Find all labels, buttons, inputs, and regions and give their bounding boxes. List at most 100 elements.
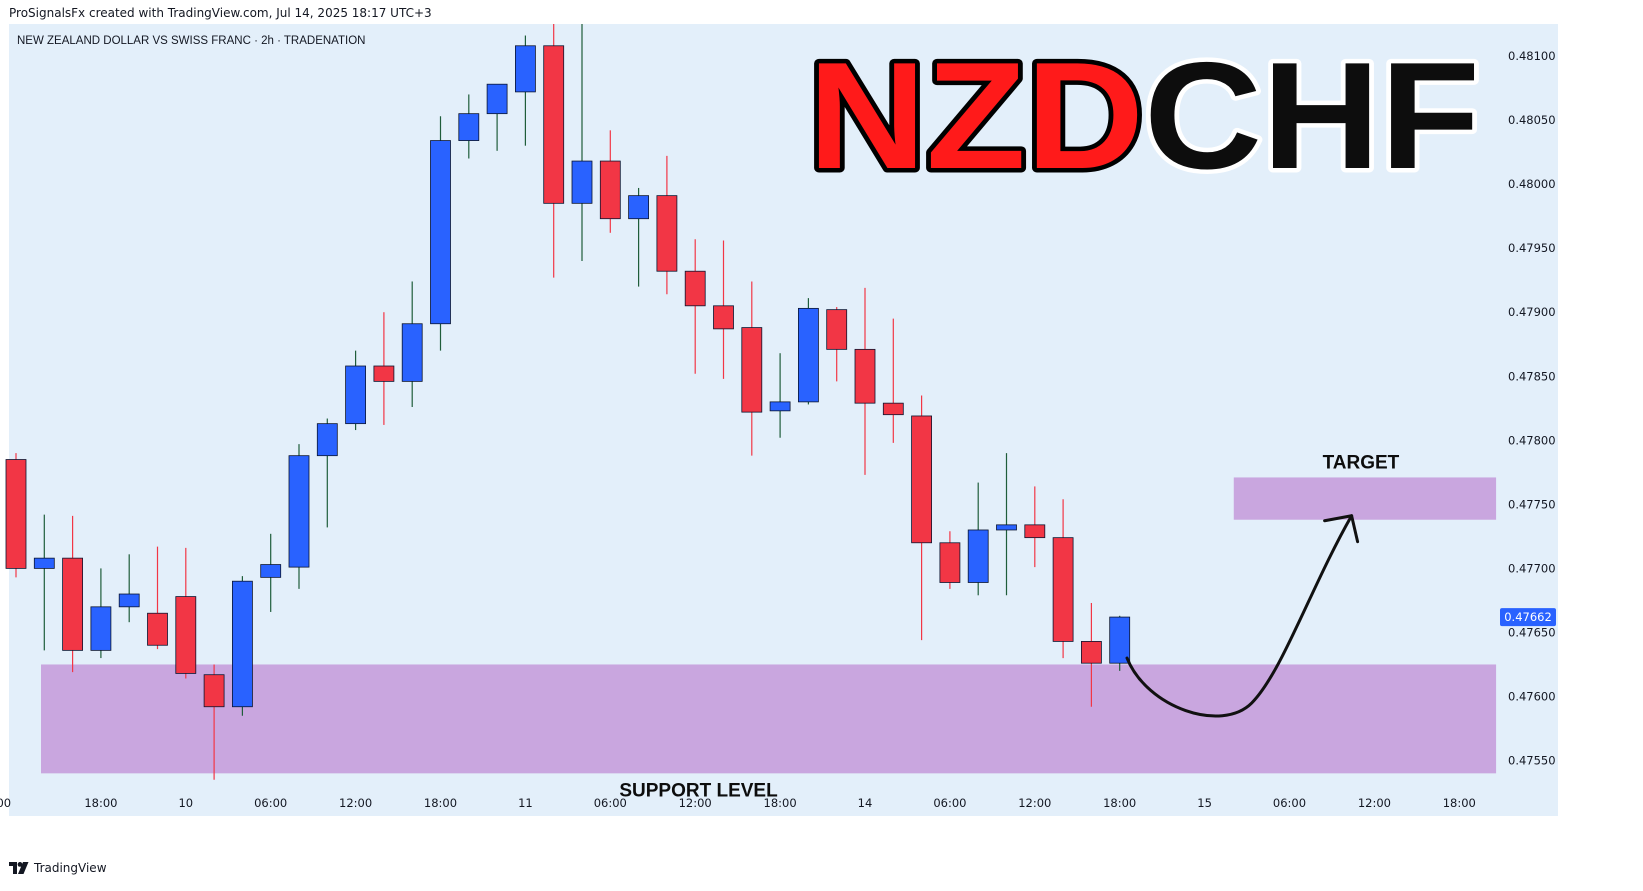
x-tick-label: 18:00 bbox=[424, 796, 457, 810]
candle-body bbox=[90, 606, 112, 651]
x-tick-label: 12:00 bbox=[1358, 796, 1391, 810]
chart-credit: ProSignalsFx created with TradingView.co… bbox=[9, 6, 432, 20]
candle-body bbox=[118, 593, 140, 608]
symbol-title: NEW ZEALAND DOLLAR VS SWISS FRANC · 2h ·… bbox=[17, 35, 365, 47]
candle bbox=[826, 307, 848, 382]
x-tick-label: 10 bbox=[178, 796, 193, 810]
x-tick-label: 12:00 bbox=[679, 796, 712, 810]
candle-body bbox=[515, 45, 536, 93]
x-tick-label: 12:00 bbox=[339, 796, 372, 810]
candle bbox=[231, 576, 253, 716]
candle-body bbox=[656, 195, 678, 272]
pair-title: NZD CHF bbox=[808, 31, 1480, 201]
x-tick-label: :00 bbox=[0, 796, 11, 810]
candle-body bbox=[1109, 616, 1131, 664]
candle-body bbox=[430, 140, 451, 325]
x-tick-label: 06:00 bbox=[933, 796, 966, 810]
candle bbox=[203, 664, 225, 780]
candle bbox=[373, 312, 395, 425]
pair-title-base: NZD bbox=[808, 31, 1144, 201]
candle bbox=[713, 240, 734, 379]
arrow-head-icon bbox=[1323, 514, 1360, 544]
y-tick-label: 0.47800 bbox=[1508, 433, 1556, 447]
y-tick-label: 0.48000 bbox=[1508, 177, 1556, 191]
pair-title-quote: CHF bbox=[1144, 31, 1480, 201]
candle-body bbox=[571, 160, 593, 204]
candle-body bbox=[203, 674, 225, 708]
last-price-label: 0.47662 bbox=[1504, 610, 1552, 624]
x-tick-label: 12:00 bbox=[1018, 796, 1051, 810]
candle-body bbox=[599, 160, 621, 220]
x-tick-label: 15 bbox=[1197, 796, 1212, 810]
candle bbox=[147, 546, 168, 650]
candle-body bbox=[967, 529, 989, 583]
candle bbox=[175, 547, 197, 679]
y-tick-label: 0.47750 bbox=[1508, 497, 1556, 511]
x-tick-label: 11 bbox=[518, 796, 533, 810]
candle bbox=[798, 298, 819, 405]
candle bbox=[90, 568, 112, 659]
candle bbox=[260, 533, 282, 612]
y-tick-label: 0.47950 bbox=[1508, 241, 1556, 255]
candle bbox=[62, 515, 83, 673]
candle bbox=[571, 24, 593, 261]
candle bbox=[1081, 602, 1102, 707]
y-tick-label: 0.47550 bbox=[1508, 754, 1556, 768]
candle-body bbox=[33, 557, 55, 569]
candle bbox=[939, 531, 961, 589]
candle-body bbox=[543, 45, 565, 204]
last-price-box bbox=[1500, 608, 1556, 627]
candle bbox=[996, 453, 1017, 596]
y-tick-label: 0.47700 bbox=[1508, 561, 1556, 575]
y-tick-label: 0.48100 bbox=[1508, 49, 1556, 63]
price-axis[interactable] bbox=[1495, 24, 1558, 816]
footer-brand: TradingView bbox=[34, 861, 107, 875]
candle bbox=[288, 444, 310, 589]
candle-body bbox=[713, 305, 734, 330]
y-tick-label: 0.47850 bbox=[1508, 369, 1556, 383]
candle bbox=[401, 281, 423, 407]
y-tick-label: 0.47900 bbox=[1508, 305, 1556, 319]
candle-body bbox=[882, 402, 904, 416]
x-tick-label: 06:00 bbox=[594, 796, 627, 810]
candle-body bbox=[911, 415, 932, 544]
candle bbox=[741, 281, 763, 456]
candle bbox=[911, 395, 932, 641]
x-tick-label: 18:00 bbox=[1443, 796, 1476, 810]
candle bbox=[769, 353, 791, 438]
x-tick-label: 06:00 bbox=[254, 796, 287, 810]
last-price-tag: 0.47662 bbox=[1500, 608, 1556, 627]
candle bbox=[33, 514, 55, 651]
candle-body bbox=[769, 401, 791, 412]
x-tick-label: 14 bbox=[858, 796, 873, 810]
support-label: SUPPORT LEVEL bbox=[619, 780, 778, 801]
candle-body bbox=[486, 83, 508, 115]
candle bbox=[882, 318, 904, 443]
candle-body bbox=[826, 309, 848, 350]
candle-body bbox=[1052, 537, 1074, 642]
y-tick-label: 0.47650 bbox=[1508, 625, 1556, 639]
candle-body bbox=[939, 542, 961, 583]
target-label: TARGET bbox=[1323, 452, 1400, 473]
candle-body bbox=[288, 455, 310, 568]
candle bbox=[458, 94, 480, 159]
candle bbox=[656, 155, 678, 295]
candle bbox=[599, 130, 621, 233]
candle bbox=[486, 83, 508, 151]
projection-arrow bbox=[1125, 514, 1354, 718]
x-tick-label: 18:00 bbox=[764, 796, 797, 810]
candle bbox=[543, 24, 565, 278]
candle-body bbox=[1024, 524, 1046, 539]
candle bbox=[118, 554, 140, 623]
tradingview-logo-icon bbox=[9, 862, 29, 874]
candle-body bbox=[373, 365, 395, 382]
candle bbox=[430, 116, 451, 351]
support-zone bbox=[41, 664, 1497, 774]
target-zone bbox=[1233, 477, 1497, 520]
candle bbox=[967, 482, 989, 596]
candle bbox=[854, 287, 876, 475]
candle bbox=[1052, 499, 1074, 659]
candle-body bbox=[5, 459, 27, 569]
candle-body bbox=[401, 323, 423, 382]
